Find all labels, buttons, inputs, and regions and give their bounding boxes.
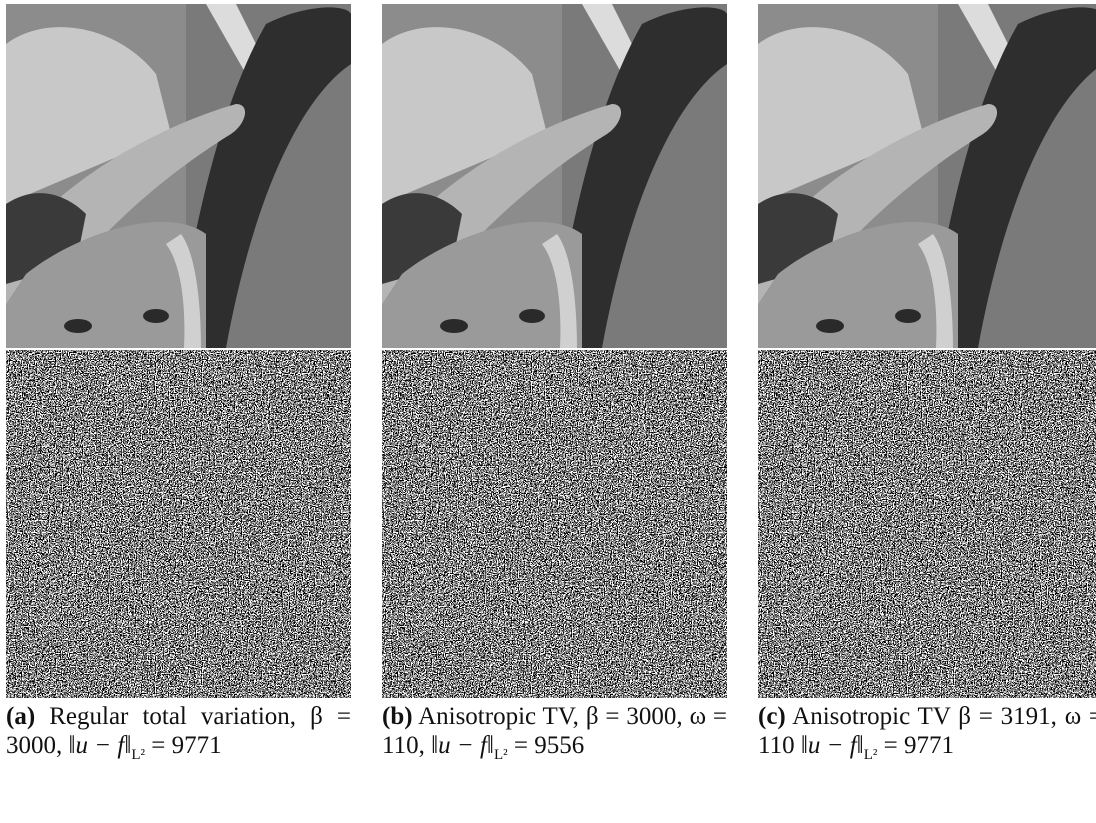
caption-description: Anisotropic TV <box>792 703 950 730</box>
caption-description: Regular total variation, <box>49 703 296 730</box>
subfigure: (c) Anisotropic TV β = 3191, ω = 110 ‖u … <box>758 4 1096 760</box>
caption-norm-value: = 9771 <box>884 732 954 759</box>
caption-norm-sub: L² <box>494 747 508 763</box>
caption: (c) Anisotropic TV β = 3191, ω = 110 ‖u … <box>758 702 1096 760</box>
subfigure-images <box>382 4 727 698</box>
caption-description: Anisotropic TV, <box>418 703 579 730</box>
caption-norm: ‖u − f‖ <box>431 732 494 759</box>
caption-norm-group: ‖u − f‖L² <box>431 732 508 759</box>
subfigure: (b) Anisotropic TV, β = 3000, ω = 110, ‖… <box>382 4 727 760</box>
residual-image <box>382 350 727 698</box>
caption-label: (c) <box>758 703 786 730</box>
subfigure: (a) Regular total variation, β = 3000, ‖… <box>6 4 351 760</box>
caption-norm-value: = 9556 <box>514 732 584 759</box>
subfigure-images <box>758 4 1096 698</box>
denoised-image <box>758 4 1096 348</box>
denoised-image <box>6 4 351 348</box>
caption-label: (b) <box>382 703 413 730</box>
caption-beta: β = 3000, <box>586 703 683 730</box>
caption-norm-value: = 9771 <box>151 732 221 759</box>
page: {"figures": [ {"label": "(a)", "descript… <box>0 0 1096 823</box>
caption-norm-sub: L² <box>131 747 145 763</box>
caption-norm-sub: L² <box>864 747 878 763</box>
residual-image <box>6 350 351 698</box>
caption-label: (a) <box>6 703 35 730</box>
caption-norm-group: ‖u − f‖L² <box>801 732 878 759</box>
caption: (a) Regular total variation, β = 3000, ‖… <box>6 702 351 760</box>
caption-norm: ‖u − f‖ <box>801 732 864 759</box>
denoised-image <box>382 4 727 348</box>
caption: (b) Anisotropic TV, β = 3000, ω = 110, ‖… <box>382 702 727 760</box>
caption-norm-group: ‖u − f‖L² <box>69 732 146 759</box>
caption-norm: ‖u − f‖ <box>69 732 132 759</box>
subfigure-images <box>6 4 351 698</box>
figure: (a) Regular total variation, β = 3000, ‖… <box>0 0 1096 823</box>
caption-beta: β = 3191, <box>958 703 1057 730</box>
residual-image <box>758 350 1096 698</box>
